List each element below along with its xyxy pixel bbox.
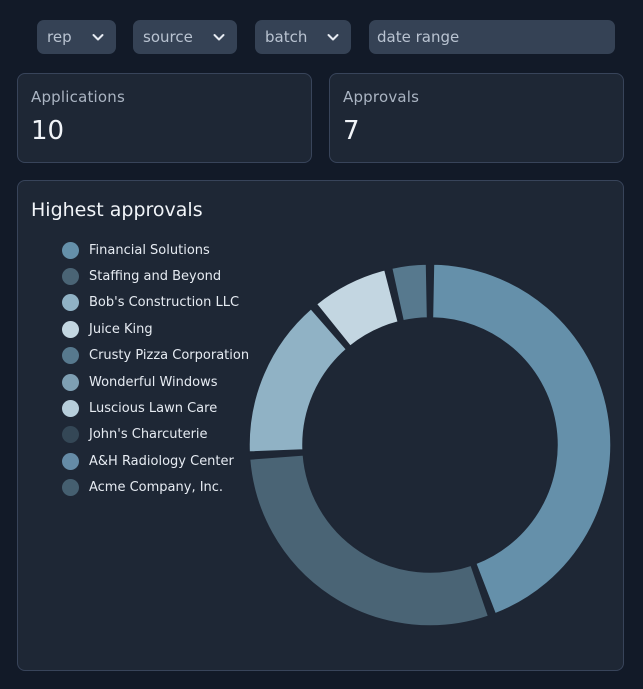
filter-bar: rep source batch [37, 20, 351, 54]
legend-swatch [62, 373, 79, 391]
legend-label: Staffing and Beyond [89, 269, 222, 285]
legend-item[interactable]: Acme Company, Inc. [62, 475, 249, 501]
legend-label: John's Charcuterie [89, 427, 208, 443]
legend-swatch [62, 347, 79, 365]
batch-select[interactable]: batch [255, 20, 351, 54]
legend-label: Bob's Construction LLC [89, 295, 240, 311]
approvals-card: Approvals 7 [329, 73, 624, 163]
chevron-down-icon [211, 29, 227, 45]
legend-label: Crusty Pizza Corporation [89, 348, 250, 364]
legend-label: Acme Company, Inc. [89, 480, 224, 496]
donut-slice[interactable] [390, 263, 429, 322]
date-range-input[interactable] [369, 20, 615, 54]
chevron-down-icon [90, 29, 106, 45]
approvals-label: Approvals [343, 88, 420, 106]
chevron-down-icon [325, 29, 341, 45]
legend-swatch [62, 400, 79, 418]
rep-select-label: rep [47, 28, 72, 46]
legend-item[interactable]: Crusty Pizza Corporation [62, 343, 249, 369]
legend-swatch [62, 426, 79, 444]
donut-slice[interactable] [315, 268, 400, 347]
legend-item[interactable]: Bob's Construction LLC [62, 290, 249, 316]
legend-item[interactable]: Staffing and Beyond [62, 263, 249, 289]
legend-swatch [62, 268, 79, 286]
donut-slice[interactable] [248, 307, 348, 453]
chart-card: Highest approvals Financial Solutions Sta… [17, 180, 624, 671]
legend-item[interactable]: Wonderful Windows [62, 369, 249, 395]
legend-swatch [62, 320, 79, 338]
donut-slice[interactable] [431, 263, 612, 615]
batch-select-label: batch [265, 28, 308, 46]
donut-chart [248, 263, 612, 627]
legend-label: Wonderful Windows [89, 374, 218, 390]
chart-legend: Financial Solutions Staffing and Beyond Bo… [62, 237, 249, 501]
legend-label: A&H Radiology Center [89, 453, 234, 469]
legend-item[interactable]: A&H Radiology Center [62, 448, 249, 474]
legend-label: Luscious Lawn Care [89, 401, 218, 417]
legend-item[interactable]: John's Charcuterie [62, 422, 249, 448]
applications-card: Applications 10 [17, 73, 312, 163]
legend-item[interactable]: Financial Solutions [62, 237, 249, 263]
legend-swatch [62, 452, 79, 470]
rep-select[interactable]: rep [37, 20, 116, 54]
applications-value: 10 [31, 116, 65, 146]
applications-label: Applications [31, 88, 126, 106]
approvals-value: 7 [343, 116, 360, 146]
legend-swatch [62, 479, 79, 497]
source-select-label: source [143, 28, 193, 46]
legend-item[interactable]: Luscious Lawn Care [62, 395, 249, 421]
legend-label: Financial Solutions [89, 242, 210, 258]
donut-slice[interactable] [248, 454, 490, 627]
source-select[interactable]: source [133, 20, 237, 54]
legend-item[interactable]: Juice King [62, 316, 249, 342]
legend-label: Juice King [89, 321, 153, 337]
legend-swatch [62, 294, 79, 312]
chart-title: Highest approvals [31, 199, 203, 221]
legend-swatch [62, 241, 79, 259]
